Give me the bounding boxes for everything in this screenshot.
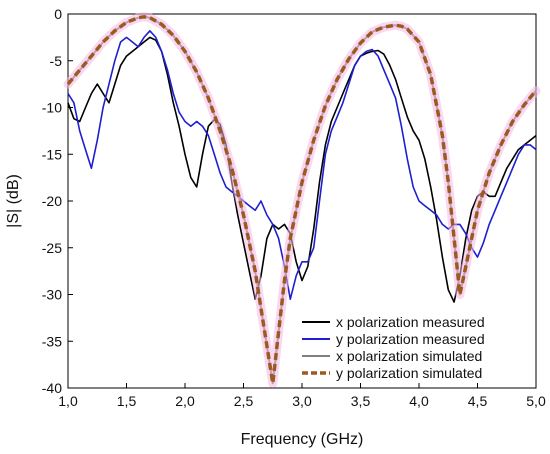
- y-tick-label: -15: [42, 146, 62, 162]
- y-tick-label: -20: [42, 193, 62, 209]
- x-axis-title: Frequency (GHz): [241, 431, 364, 448]
- y-tick-label: -10: [42, 100, 62, 116]
- x-tick-label: 3,0: [292, 393, 312, 409]
- x-tick-label: 1,5: [117, 393, 137, 409]
- x-tick-label: 2,0: [175, 393, 195, 409]
- legend-label: x polarization simulated: [336, 348, 482, 364]
- y-tick-label: -25: [42, 240, 62, 256]
- legend-label: y polarization measured: [336, 331, 485, 347]
- y-tick-label: -35: [42, 333, 62, 349]
- x-tick-label: 4,5: [468, 393, 488, 409]
- x-tick-label: 2,5: [234, 393, 254, 409]
- y-axis: 0 -5 -10 -15 -20 -25 -30 -35 -40: [42, 6, 73, 396]
- x-tick-label: 3,5: [351, 393, 371, 409]
- x-axis: 1,0 1,5 2,0 2,5 3,0 3,5 4,0 4,5 5,0: [58, 383, 546, 409]
- y-tick-label: -5: [50, 53, 63, 69]
- y-axis-title: |S| (dB): [5, 174, 22, 228]
- x-tick-label: 5,0: [526, 393, 546, 409]
- legend-label: x polarization measured: [336, 314, 485, 330]
- x-tick-label: 4,0: [409, 393, 429, 409]
- y-tick-label: 0: [54, 6, 62, 22]
- x-tick-label: 1,0: [58, 393, 78, 409]
- legend-label: y polarization simulated: [336, 365, 482, 381]
- y-tick-label: -30: [42, 287, 62, 303]
- series-line-y-polarization-measured: [67, 30, 537, 300]
- series-glow-y-polarization-simulated: [63, 12, 541, 388]
- series-layer: [63, 12, 541, 388]
- y-tick-label: -40: [42, 380, 62, 396]
